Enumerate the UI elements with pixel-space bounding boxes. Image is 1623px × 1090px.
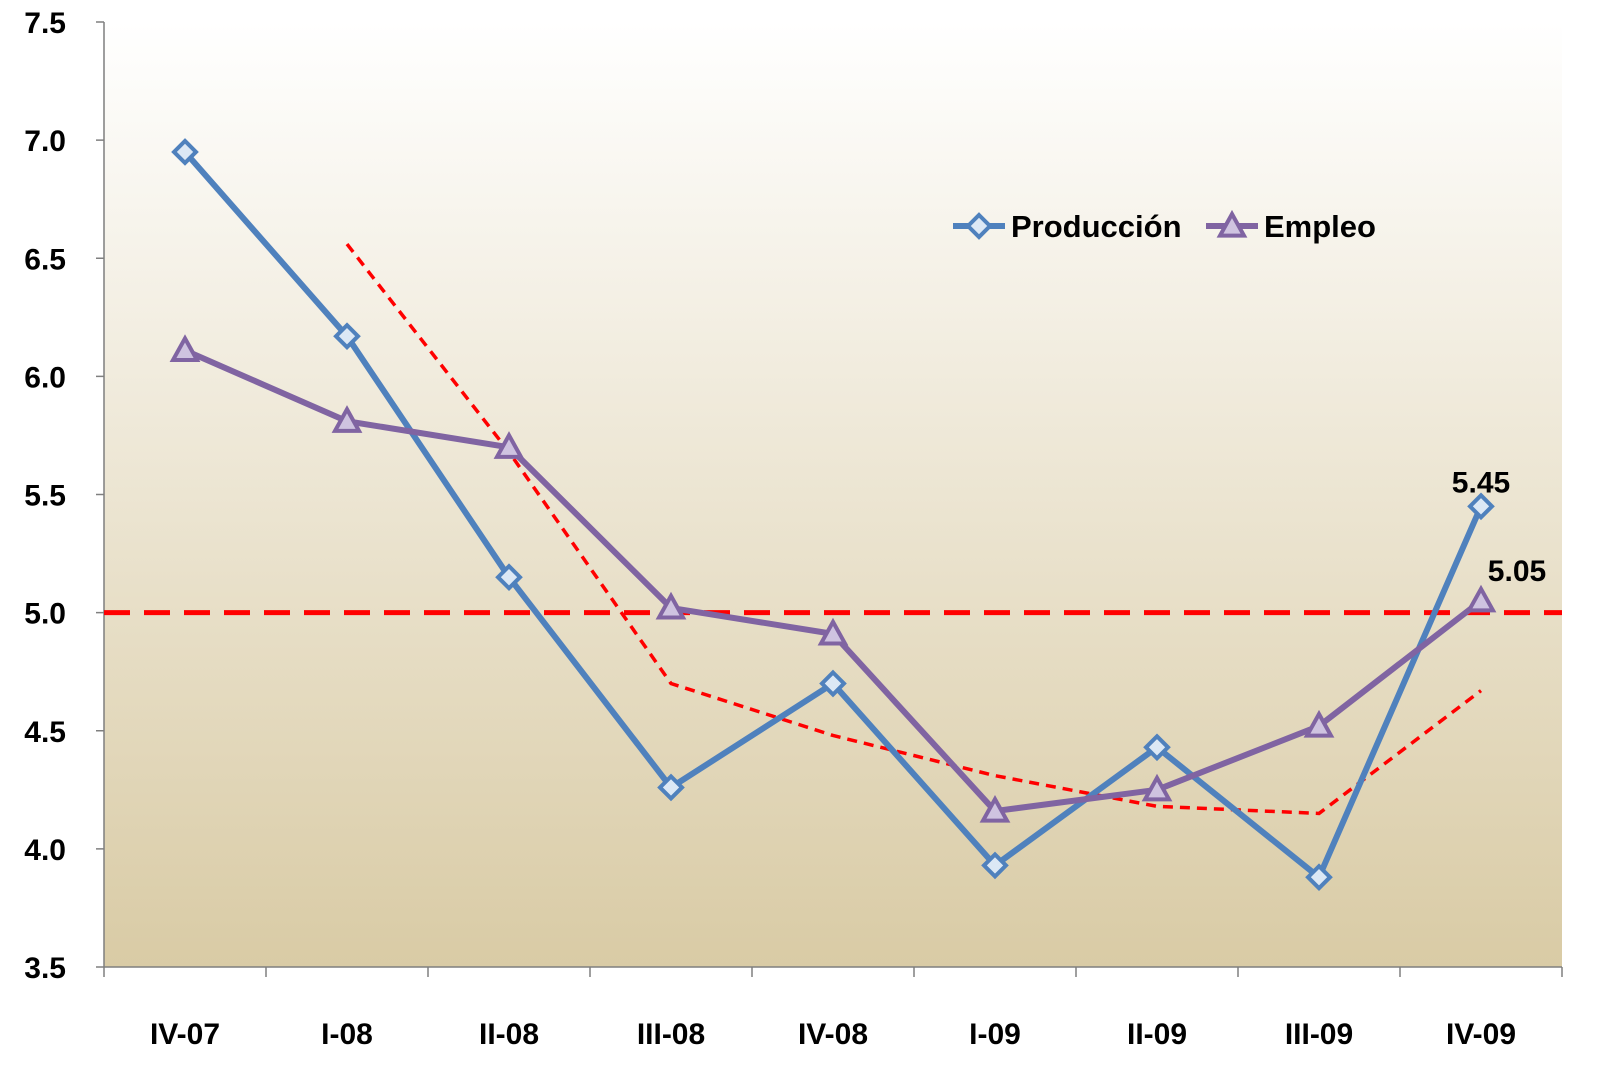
y-tick-label: 4.5	[24, 716, 66, 749]
data-point-empleo	[1303, 709, 1335, 738]
legend-label: Empleo	[1264, 209, 1376, 244]
legend: Producción Empleo	[953, 209, 1376, 244]
data-point-empleo	[331, 405, 363, 433]
x-tick-label: III-08	[637, 1018, 705, 1051]
data-label-group: 5.45 5.05	[1452, 466, 1546, 588]
x-tick-label: IV-08	[798, 1018, 868, 1051]
data-point-produccion	[819, 669, 847, 698]
x-tick-label: IV-07	[150, 1018, 220, 1051]
data-point-empleo	[493, 431, 525, 459]
data-point-produccion	[1305, 863, 1333, 892]
series-empleo	[169, 334, 1497, 823]
series-group	[169, 138, 1497, 892]
y-tick-label: 3.5	[24, 952, 66, 985]
data-point-empleo	[817, 617, 849, 646]
series-produccion	[171, 138, 1495, 892]
data-point-produccion	[333, 322, 361, 351]
x-tick-label: II-08	[479, 1018, 539, 1051]
legend-label: Producción	[1011, 209, 1182, 244]
data-point-empleo	[169, 334, 201, 362]
trend-line	[345, 242, 1483, 816]
data-point-empleo	[979, 794, 1011, 823]
x-tick-label: I-09	[969, 1018, 1021, 1051]
data-point-produccion	[657, 773, 685, 802]
x-tick-label: II-09	[1127, 1018, 1187, 1051]
trend-line-group	[345, 242, 1483, 816]
y-tick-label: 7.0	[24, 125, 66, 158]
y-tick-label: 5.5	[24, 480, 66, 513]
data-label: 5.05	[1488, 555, 1546, 588]
axes: 3.5 4.0 4.5 5.0 5.5 6.0 6.5 7.0 7.5 IV-07 I-08 II-0…	[24, 7, 1563, 1051]
y-tick-label: 4.0	[24, 834, 66, 867]
x-tick-label: IV-09	[1446, 1018, 1516, 1051]
data-label: 5.45	[1452, 466, 1510, 499]
x-tick-label: I-08	[321, 1018, 373, 1051]
y-tick-label: 5.0	[24, 598, 66, 631]
y-tick-label: 6.0	[24, 361, 66, 394]
legend-marker	[1216, 209, 1248, 238]
data-point-empleo	[1141, 773, 1173, 802]
legend-item-produccion: Producción	[953, 209, 1182, 244]
data-point-produccion	[1143, 733, 1171, 762]
plot-area	[104, 22, 1562, 967]
data-point-empleo	[655, 591, 687, 620]
data-point-produccion	[981, 851, 1009, 880]
data-point-produccion	[1467, 492, 1495, 521]
legend-marker	[965, 212, 993, 240]
y-tick-label: 6.5	[24, 243, 66, 276]
y-tick-label: 7.5	[24, 7, 66, 40]
data-point-produccion	[495, 563, 523, 592]
x-tick-label: III-09	[1285, 1018, 1353, 1051]
data-point-empleo	[1465, 584, 1497, 613]
legend-item-empleo: Empleo	[1206, 209, 1376, 244]
data-point-produccion	[171, 138, 199, 166]
